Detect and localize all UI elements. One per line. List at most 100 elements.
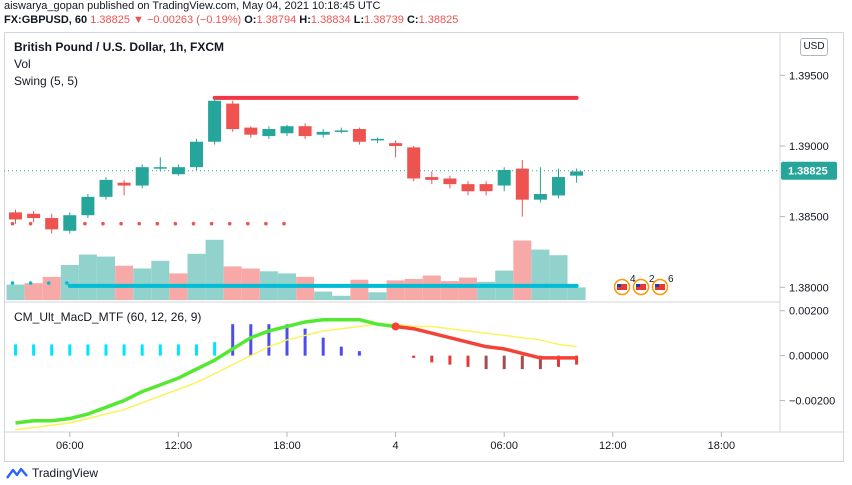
- volume-bar: [531, 249, 550, 300]
- macd-line-bearish: [395, 324, 577, 360]
- swing-resistance-dot: [246, 221, 250, 226]
- candle-body: [153, 167, 167, 169]
- swing-resistance-dot: [119, 221, 123, 226]
- candle-body: [479, 184, 493, 192]
- macd-tick-label: 0.00000: [789, 351, 829, 363]
- macd-histogram-bar: [86, 344, 90, 356]
- macd-tick-label: 0.00200: [789, 306, 829, 318]
- candle-body: [190, 141, 203, 168]
- candle-body: [334, 130, 348, 132]
- volume-bar: [350, 279, 369, 300]
- volume-bar: [187, 253, 206, 300]
- swing-resistance-dot: [227, 221, 232, 226]
- price-change: −0.00263 (−0.19%): [146, 14, 242, 26]
- open-label: O:: [244, 14, 257, 26]
- candle-body: [298, 126, 312, 137]
- swing-resistance-dot: [155, 221, 160, 226]
- macd-histogram-bar: [50, 344, 54, 356]
- candle-body: [280, 126, 294, 134]
- macd-histogram-bar: [249, 324, 253, 356]
- volume-bar: [314, 291, 333, 300]
- swing-support-dot: [46, 281, 51, 285]
- close-label: C:: [406, 14, 419, 26]
- volume-bar: [459, 277, 477, 300]
- macd-histogram-bar: [176, 344, 180, 356]
- price-tick-label: 1.38000: [789, 282, 829, 294]
- candle-body: [552, 177, 565, 196]
- macd-histogram-bar: [122, 344, 126, 356]
- swing-resistance-dot: [264, 221, 268, 226]
- macd-histogram-bar: [339, 346, 343, 356]
- volume-bar: [368, 292, 387, 300]
- swing-resistance-dot: [282, 221, 286, 226]
- price-tick-label: 1.38500: [789, 212, 829, 224]
- candle-body: [63, 215, 77, 231]
- macd-histogram-bar: [575, 355, 579, 365]
- flag-canton: [636, 284, 640, 287]
- macd-histogram-bar: [502, 355, 506, 370]
- candle-body: [570, 171, 584, 176]
- candle-body: [117, 182, 131, 186]
- macd-histogram-bar: [538, 355, 542, 370]
- volume-bar: [42, 276, 61, 300]
- candle-body: [135, 167, 149, 186]
- macd-histogram-bar: [158, 344, 162, 356]
- time-tick-label: 12:00: [165, 440, 193, 452]
- symbol-ohlc-bar: FX:GBPUSD, 60 1.38825 ▼ −0.00263 (−0.19%…: [4, 14, 458, 26]
- flag-stripe: [655, 284, 665, 290]
- close-value: 1.38825: [418, 14, 459, 26]
- candle-body: [9, 212, 22, 220]
- low-label: L:: [353, 14, 365, 26]
- candle-body: [45, 218, 59, 230]
- swing-resistance-dot: [191, 221, 196, 226]
- last-price: 1.38825: [90, 14, 130, 26]
- volume-bar: [115, 265, 134, 300]
- tradingview-logo-icon: [6, 467, 28, 479]
- flag-canton: [617, 284, 621, 287]
- swing-resistance-dot: [137, 221, 141, 226]
- candle-body: [99, 179, 113, 197]
- macd-histogram-bar: [68, 344, 72, 356]
- candle-body: [208, 100, 222, 142]
- volume-legend[interactable]: Vol: [14, 57, 31, 71]
- macd-histogram-bar: [357, 351, 361, 356]
- volume-bar: [151, 260, 170, 300]
- candle-body: [262, 129, 276, 137]
- candle-body: [81, 196, 95, 216]
- macd-legend[interactable]: CM_Ult_MacD_MTF (60, 12, 26, 9): [14, 310, 202, 324]
- macd-histogram-bar: [231, 324, 235, 356]
- volume-bar: [60, 265, 79, 300]
- volume-bar: [223, 266, 242, 300]
- low-value: 1.38739: [364, 14, 404, 26]
- candle-body: [371, 138, 384, 141]
- volume-bar: [97, 256, 115, 300]
- currency-button[interactable]: USD: [800, 38, 828, 56]
- candle-body: [515, 168, 529, 200]
- candle-body: [407, 147, 421, 179]
- candle-body: [443, 178, 457, 185]
- candle-body: [425, 177, 439, 180]
- volume-bar: [332, 295, 351, 300]
- macd-signal-line: [15, 323, 577, 431]
- swing-legend[interactable]: Swing (5, 5): [14, 74, 79, 88]
- event-count-label: 6: [668, 274, 674, 285]
- volume-bar: [513, 240, 532, 300]
- swing-resistance-dot: [173, 221, 178, 226]
- macd-histogram-bar: [213, 342, 217, 356]
- macd-histogram-bar: [195, 344, 198, 356]
- price-tick-label: 1.39500: [789, 70, 829, 82]
- swing-support-dot: [28, 281, 33, 285]
- candle-body: [27, 213, 41, 219]
- chart-title: British Pound / U.S. Dollar, 1h, FXCM: [14, 40, 225, 54]
- candle-body: [461, 184, 475, 192]
- candle-body: [226, 103, 240, 130]
- macd-histogram-bar: [557, 355, 560, 367]
- chart-frame: [4, 32, 844, 462]
- down-arrow-icon: ▼: [133, 14, 144, 26]
- swing-resistance-dot: [28, 221, 33, 226]
- time-tick-label: 12:00: [599, 440, 627, 452]
- open-value: 1.38794: [256, 14, 297, 26]
- macd-histogram-bar: [412, 355, 416, 358]
- candle-body: [389, 143, 403, 146]
